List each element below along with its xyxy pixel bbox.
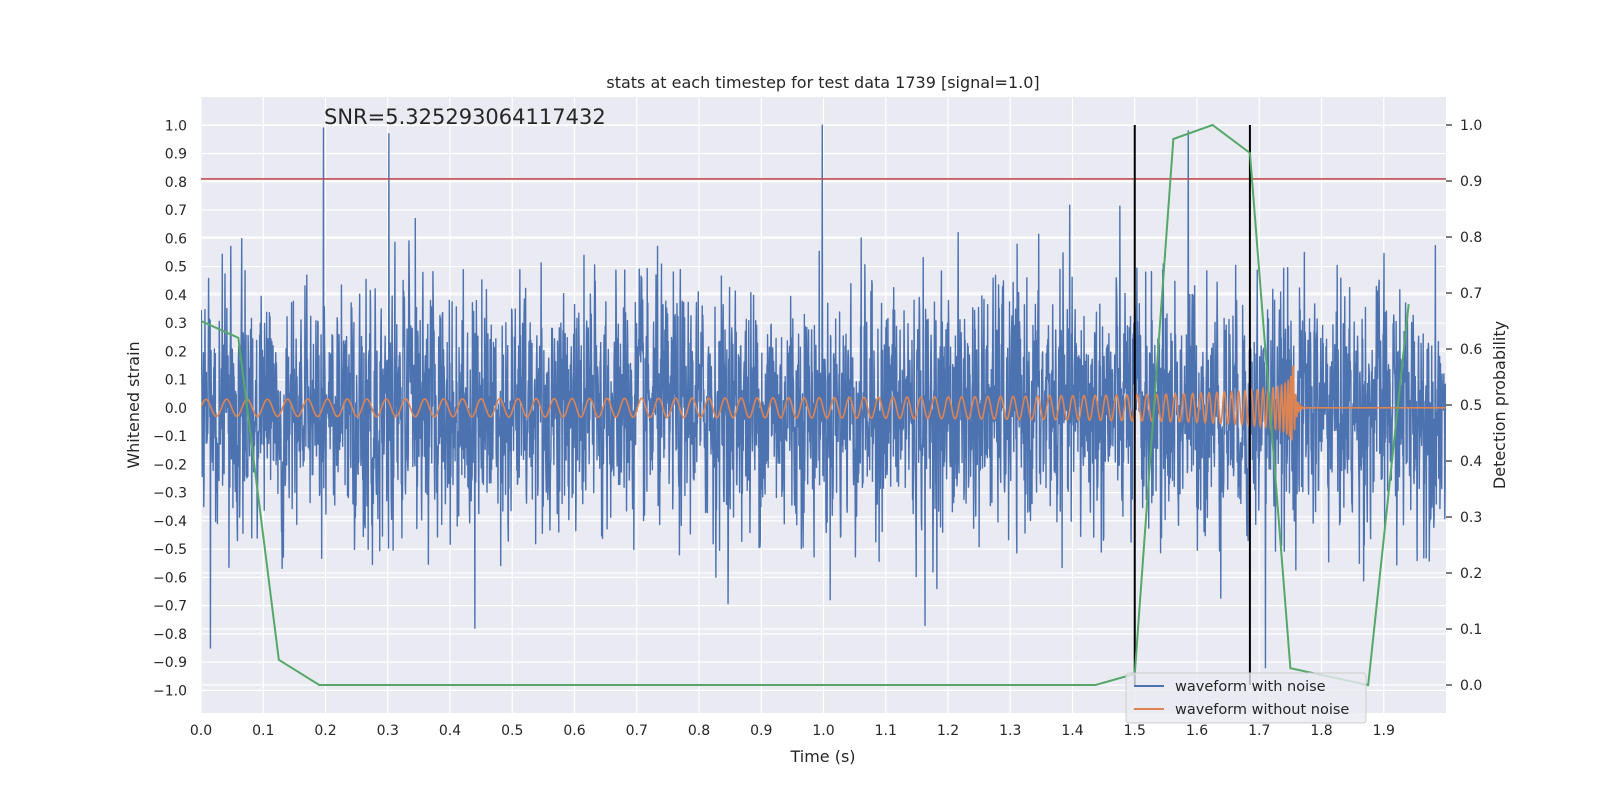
x-tick-label: 0.5	[501, 723, 523, 739]
x-axis-ticks: 0.0 0.1 0.2 0.3 0.4 0.5 0.6 0.7 0.8 0.9 1.0 1.1 1.2 1…	[190, 723, 1395, 739]
x-tick-label: 1.7	[1248, 723, 1270, 739]
y-tick-label: 0.2	[165, 344, 187, 360]
y-right-tick-label: 1.0	[1460, 118, 1482, 134]
x-tick-label: 0.1	[252, 723, 274, 739]
y-right-tick-label: 0.2	[1460, 566, 1482, 582]
y-tick-label: −0.2	[153, 457, 187, 473]
legend: waveform with noise waveform without noi…	[1125, 672, 1367, 724]
x-tick-label: 1.4	[1061, 723, 1083, 739]
x-tick-label: 1.1	[875, 723, 897, 739]
y-right-tick-label: 0.8	[1460, 230, 1482, 246]
y-right-tick-label: 0.0	[1460, 678, 1482, 694]
y-tick-label: 0.5	[165, 260, 187, 276]
y-axis-right-ticks: 0.0 0.1 0.2 0.3 0.4 0.5 0.6 0.7 0.8 0.9 1.0	[1446, 118, 1482, 694]
y-right-tick-label: 0.3	[1460, 510, 1482, 526]
y-tick-label: −0.8	[153, 627, 187, 643]
y-tick-label: 1.0	[165, 118, 187, 134]
x-tick-label: 0.2	[314, 723, 336, 739]
x-tick-label: 0.8	[688, 723, 710, 739]
y-tick-label: −1.0	[153, 683, 187, 699]
y-tick-label: −0.1	[153, 429, 187, 445]
x-tick-label: 0.3	[377, 723, 399, 739]
series-line-detection-probability	[201, 123, 1410, 687]
y-tick-label: 0.7	[165, 203, 187, 219]
series-line-waveform-with-noise	[201, 124, 1446, 669]
y-tick-label: −0.7	[153, 599, 187, 615]
x-tick-label: 0.4	[439, 723, 461, 739]
y-tick-label: −0.4	[153, 514, 187, 530]
x-tick-label: 1.3	[999, 723, 1021, 739]
y-tick-label: 0.3	[165, 316, 187, 332]
y-right-tick-label: 0.1	[1460, 622, 1482, 638]
x-tick-label: 1.9	[1373, 723, 1395, 739]
y-right-tick-label: 0.4	[1460, 454, 1482, 470]
x-axis-label: Time (s)	[789, 747, 855, 766]
y-right-tick-label: 0.5	[1460, 398, 1482, 414]
legend-label-clean: waveform without noise	[1175, 702, 1349, 718]
y-tick-label: −0.9	[153, 655, 187, 671]
series-layer	[201, 123, 1446, 687]
x-tick-label: 0.7	[626, 723, 648, 739]
chart-title: stats at each timestep for test data 173…	[606, 73, 1039, 92]
y-tick-label: 0.9	[165, 147, 187, 163]
x-tick-label: 1.5	[1124, 723, 1146, 739]
y-tick-label: 0.4	[165, 288, 187, 304]
y-axis-right-label: Detection probability	[1490, 321, 1509, 489]
x-tick-label: 1.2	[937, 723, 959, 739]
legend-label-noise: waveform with noise	[1175, 679, 1326, 695]
x-tick-label: 1.6	[1186, 723, 1208, 739]
y-tick-label: 0.1	[165, 373, 187, 389]
y-axis-label: Whitened strain	[124, 341, 143, 468]
y-tick-label: 0.8	[165, 175, 187, 191]
y-tick-label: −0.5	[153, 542, 187, 558]
y-tick-label: −0.3	[153, 486, 187, 502]
y-right-tick-label: 0.7	[1460, 286, 1482, 302]
y-tick-label: −0.6	[153, 570, 187, 586]
x-tick-label: 0.0	[190, 723, 212, 739]
y-right-tick-label: 0.9	[1460, 174, 1482, 190]
snr-annotation: SNR=5.325293064117432	[324, 105, 606, 129]
y-axis-ticks: −1.0 −0.9 −0.8 −0.7 −0.6 −0.5 −0.4 −0.3 −0.2 −0.1…	[153, 118, 187, 699]
x-tick-label: 1.0	[812, 723, 834, 739]
legend-box	[1125, 672, 1367, 724]
x-tick-label: 0.6	[563, 723, 585, 739]
y-right-tick-label: 0.6	[1460, 342, 1482, 358]
x-tick-label: 0.9	[750, 723, 772, 739]
y-tick-label: 0.0	[165, 401, 187, 417]
y-tick-label: 0.6	[165, 231, 187, 247]
x-tick-label: 1.8	[1310, 723, 1332, 739]
series-line-waveform-without-noise	[201, 365, 1446, 441]
